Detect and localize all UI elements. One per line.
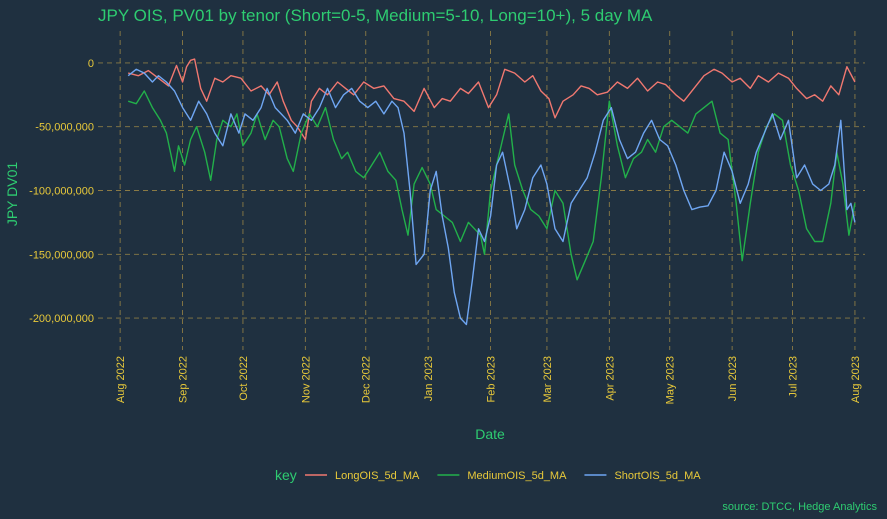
x-tick-label: Apr 2023 (604, 356, 616, 401)
x-tick-label: Jul 2023 (788, 356, 800, 398)
legend-items: LongOIS_5d_MA MediumOIS_5d_MA ShortOIS_5d_… (305, 470, 701, 482)
source-caption: source: DTCC, Hedge Analytics (722, 501, 877, 513)
x-tick-label: Sep 2022 (178, 356, 190, 403)
x-tick-label: Aug 2022 (115, 356, 127, 403)
x-tick-label: Oct 2022 (238, 356, 250, 401)
y-tick-label: -150,000,000 (29, 249, 94, 261)
x-tick-label: Aug 2023 (850, 356, 862, 403)
x-tick-label: May 2023 (665, 356, 677, 404)
x-tick-label: Jun 2023 (727, 356, 739, 401)
legend: key LongOIS_5d_MA MediumOIS_5d_MA ShortOIS… (275, 467, 701, 483)
series-lines (127, 58, 856, 326)
y-axis-title: JPY DV01 (4, 162, 20, 227)
y-tick-label: 0 (88, 58, 94, 70)
y-tick-label: -100,000,000 (29, 186, 94, 198)
y-axis-ticks: 0 -50,000,000 -100,000,000 -150,000,000 -200… (29, 58, 94, 325)
y-tick-label: -200,000,000 (29, 313, 94, 325)
legend-label: LongOIS_5d_MA (335, 470, 420, 482)
legend-label: MediumOIS_5d_MA (467, 470, 567, 482)
x-axis-title: Date (475, 426, 505, 442)
x-tick-label: Mar 2023 (542, 356, 554, 402)
x-tick-label: Jan 2023 (423, 356, 435, 401)
series-line-LongOIS_5d_MA (128, 58, 856, 141)
legend-title: key (275, 467, 297, 483)
legend-label: ShortOIS_5d_MA (614, 470, 701, 482)
y-tick-label: -50,000,000 (35, 122, 94, 134)
x-tick-label: Feb 2023 (486, 356, 498, 402)
x-axis-ticks: Aug 2022 Sep 2022 Oct 2022 Nov 2022 Dec 2022… (115, 356, 862, 404)
series-line-ShortOIS_5d_MA (127, 68, 856, 326)
x-tick-label: Dec 2022 (361, 356, 373, 403)
grid-lines (98, 31, 865, 350)
chart-title: JPY OIS, PV01 by tenor (Short=0-5, Mediu… (98, 6, 653, 25)
x-tick-label: Nov 2022 (300, 356, 312, 403)
